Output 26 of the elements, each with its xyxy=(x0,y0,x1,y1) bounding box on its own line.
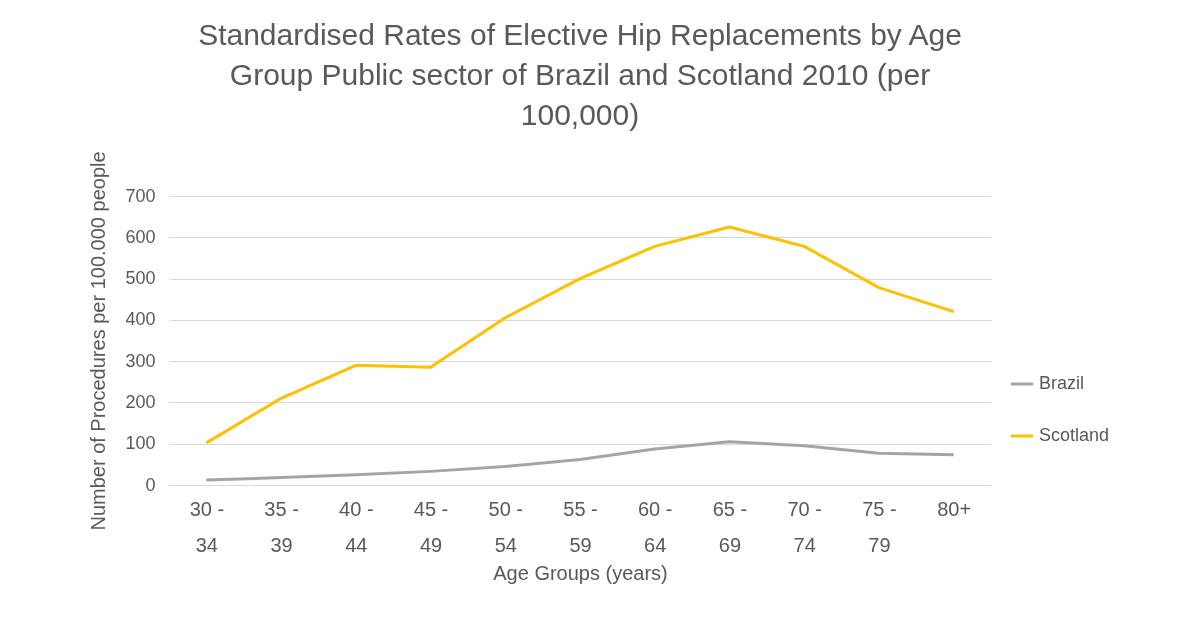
y-tick-label: 400 xyxy=(125,309,156,330)
y-tick-label: 0 xyxy=(145,474,156,495)
x-tick-label: 70 - 74 xyxy=(787,497,822,556)
x-tick-label: 60 - 64 xyxy=(637,497,673,556)
x-tick-label: 65 - 69 xyxy=(712,497,748,556)
legend-label: Brazil xyxy=(1039,373,1085,393)
line-series xyxy=(204,440,956,482)
y-tick-label: 700 xyxy=(125,185,156,206)
y-tick-label: 100 xyxy=(125,433,156,454)
legend-label: Scotland xyxy=(1039,425,1110,445)
y-tick-label: 300 xyxy=(125,350,156,371)
x-tick-label: 35 - 39 xyxy=(264,497,299,556)
x-axis-title: Age Groups (years) xyxy=(493,561,668,584)
y-tick-label: 600 xyxy=(125,226,156,247)
x-tick-label: 75 - 79 xyxy=(862,497,897,556)
x-tick-label: 80+ xyxy=(937,497,972,520)
line-series xyxy=(204,225,956,445)
chart-title: Standardised Rates of Elective Hip Replacements by Age Group Public sector of Brazil and Scotland 2010 (per 100,000) xyxy=(198,17,962,131)
x-tick-label: 50 - 54 xyxy=(488,497,524,556)
x-tick-label: 55 - 59 xyxy=(563,497,598,556)
y-axis-title: Number of Procedures per 100.000 people xyxy=(87,151,110,531)
x-tick-label: 40 - 44 xyxy=(339,497,374,556)
x-tick-label: 30 - 34 xyxy=(189,497,225,556)
y-tick-label: 500 xyxy=(125,268,156,289)
y-tick-label: 200 xyxy=(125,391,156,412)
x-tick-label: 45 - 49 xyxy=(413,497,449,556)
